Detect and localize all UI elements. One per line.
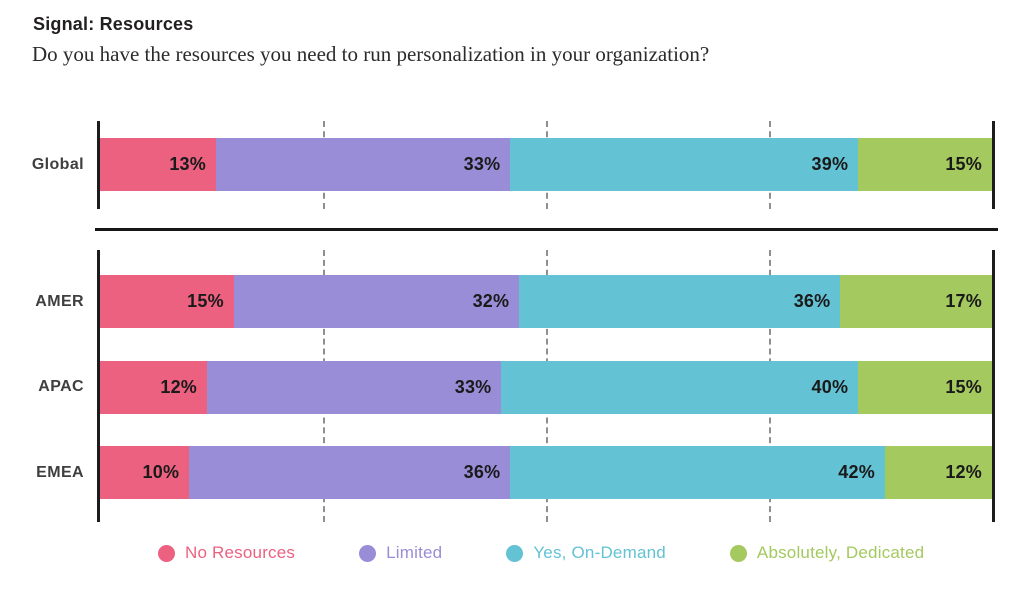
segment-absolutely_dedicated: 12% — [884, 446, 992, 499]
legend: No Resources Limited Yes, On-Demand Absolut… — [158, 543, 924, 563]
page-title: Signal: Resources — [33, 14, 194, 34]
segment-absolutely_dedicated: 17% — [840, 275, 992, 328]
segment-value-label: 36% — [793, 291, 831, 311]
segment-limited: 33% — [215, 138, 511, 191]
segment-yes_on_demand: 39% — [510, 138, 859, 191]
legend-dot-icon — [359, 544, 377, 562]
category-label-apac: APAC — [38, 378, 84, 395]
segment-value-label: 33% — [463, 154, 501, 174]
segment-yes_on_demand: 36% — [519, 275, 841, 328]
legend-dot-icon — [158, 544, 175, 562]
legend-label: Yes, On-Demand — [533, 543, 666, 562]
segment-limited: 32% — [233, 275, 520, 328]
segment-value-label: 39% — [811, 154, 849, 174]
category-label-emea: EMEA — [36, 463, 84, 481]
legend-dot-icon — [506, 544, 524, 562]
legend-item-yes_on_demand: Yes, On-Demand — [506, 543, 666, 563]
legend-item-no_resources: No Resources — [158, 543, 295, 563]
global-chart: Global 13% 33% 39% 15% — [32, 121, 995, 209]
legend-dot-icon — [729, 544, 747, 562]
segment-value-label: 12% — [945, 462, 982, 482]
bar-row-emea: EMEA 10% 36% 42% 12% — [36, 446, 992, 499]
segment-value-label: 40% — [811, 376, 849, 397]
segment-value-label: 15% — [945, 376, 982, 397]
segment-no_resources: 10% — [100, 446, 190, 499]
segment-value-label: 13% — [169, 154, 206, 174]
segment-yes_on_demand: 42% — [510, 446, 885, 499]
segment-limited: 36% — [189, 446, 511, 499]
segment-value-label: 15% — [187, 291, 224, 311]
segment-no_resources: 12% — [100, 360, 208, 414]
segment-value-label: 12% — [160, 376, 198, 397]
bar-row-global: Global 13% 33% 39% 15% — [32, 138, 992, 191]
segment-value-label: 15% — [945, 154, 982, 174]
legend-label: Absolutely, Dedicated — [756, 543, 925, 562]
legend-item-absolutely_dedicated: Absolutely, Dedicated — [729, 543, 925, 563]
segment-value-label: 32% — [472, 291, 510, 311]
segment-value-label: 17% — [945, 291, 982, 311]
segment-absolutely_dedicated: 15% — [858, 360, 992, 414]
segment-no_resources: 15% — [100, 275, 234, 328]
legend-label: Limited — [386, 543, 443, 562]
category-label-amer: AMER — [35, 292, 84, 310]
divider-line — [95, 228, 998, 231]
segment-value-label: 10% — [142, 462, 180, 482]
segment-absolutely_dedicated: 15% — [858, 138, 992, 191]
category-label-global: Global — [31, 155, 84, 173]
segment-value-label: 42% — [838, 462, 875, 482]
regional-chart: AMER 15% 32% 36% 17% APAC 12% 33% 40% 15% EMEA 10% 3… — [35, 250, 995, 522]
legend-label: No Resources — [185, 543, 296, 562]
segment-limited: 33% — [207, 360, 502, 414]
bar-row-apac: APAC 12% 33% 40% 15% — [38, 360, 992, 414]
legend-item-limited: Limited — [359, 543, 442, 563]
segment-yes_on_demand: 40% — [501, 360, 859, 414]
segment-value-label: 36% — [463, 462, 501, 482]
segment-value-label: 33% — [454, 376, 492, 397]
bar-row-amer: AMER 15% 32% 36% 17% — [35, 275, 992, 328]
chart-subtitle-question: Do you have the resources you need to ru… — [32, 42, 710, 66]
segment-no_resources: 13% — [100, 138, 216, 191]
